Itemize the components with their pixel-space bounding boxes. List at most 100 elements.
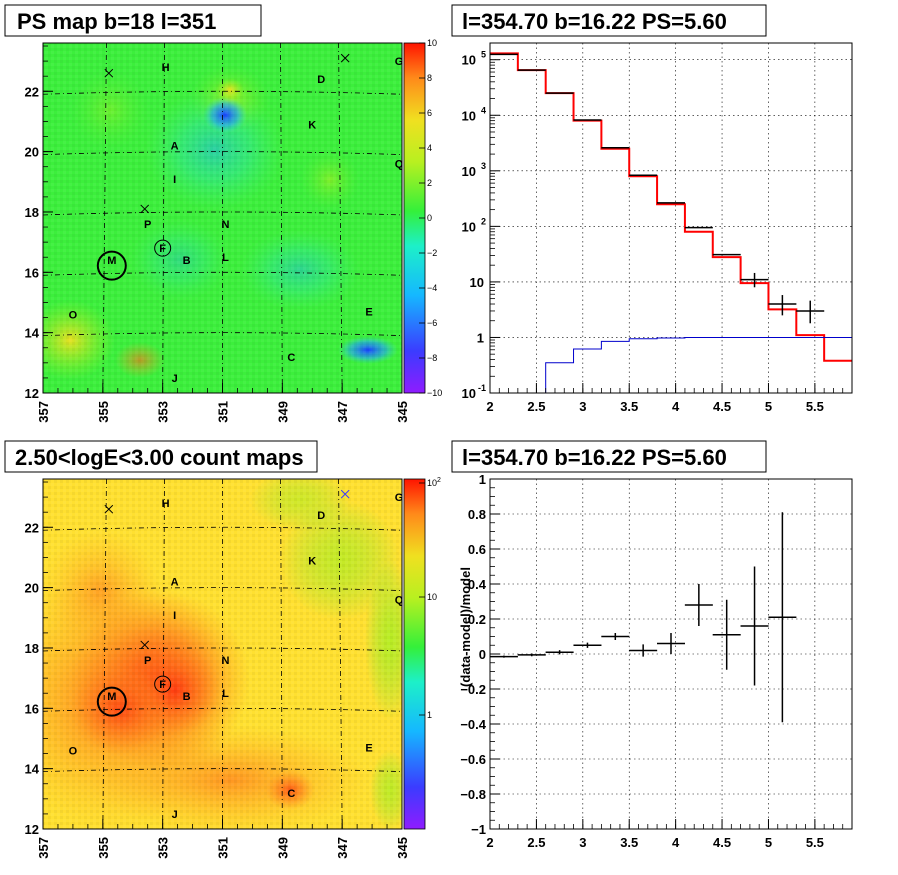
y-tick-label: 10 xyxy=(462,386,476,401)
colorbar-tick-label: −4 xyxy=(427,283,437,293)
colorbar-tick-label: 2 xyxy=(427,178,432,188)
y-tick-label: 14 xyxy=(25,326,40,341)
y-tick-label: 20 xyxy=(25,145,39,160)
residual-series xyxy=(490,512,797,723)
x-tick-label: 357 xyxy=(36,401,51,423)
graticule-line-l xyxy=(338,479,343,829)
x-tick-label: 349 xyxy=(275,401,290,423)
selected-source-circle xyxy=(96,686,127,717)
x-tick-label: 2 xyxy=(486,835,493,850)
source-label-c: C xyxy=(287,352,295,364)
source-label-f: F xyxy=(159,243,166,255)
source-label-k: K xyxy=(308,555,316,567)
source-label-i: I xyxy=(173,174,176,186)
y-tick-label: 22 xyxy=(25,520,39,535)
x-tick-label: 349 xyxy=(275,837,290,859)
source-label-c: C xyxy=(287,788,295,800)
colorbar-tick-label: −2 xyxy=(427,248,437,258)
x-tick-label: 351 xyxy=(216,401,231,423)
x-tick-label: 351 xyxy=(216,837,231,859)
source-circle xyxy=(154,675,172,693)
y-tick-label: 0.2 xyxy=(468,612,486,627)
source-label-g: G xyxy=(395,56,404,68)
colorbar-tick-label: 6 xyxy=(427,108,432,118)
y-tick-label: 0.8 xyxy=(468,507,486,522)
y-tick-label: 18 xyxy=(25,641,39,656)
y-tick-label: 10 xyxy=(462,108,476,123)
x-tick-label: 353 xyxy=(156,837,171,859)
source-label-d: D xyxy=(317,74,325,86)
cross-marker xyxy=(104,504,114,514)
source-label-e: E xyxy=(365,307,372,319)
residual-title: l=354.70 b=16.22 PS=5.60 xyxy=(462,445,727,470)
y-tick-label: 16 xyxy=(25,701,39,716)
source-label-a: A xyxy=(171,577,179,589)
colorbar-tick-label: 10 xyxy=(427,592,437,602)
colorbar-tick-label: −6 xyxy=(427,318,437,328)
x-tick-label: 4 xyxy=(672,835,680,850)
colorbar-tick-label: −8 xyxy=(427,353,437,363)
spectrum-plot-area xyxy=(490,43,852,393)
source-label-a: A xyxy=(171,141,179,153)
count-map-source-markers: A B C D E F G H I J K L M N O P Q xyxy=(69,489,404,821)
selected-source-circle xyxy=(96,250,127,281)
x-tick-label: 345 xyxy=(395,401,410,423)
y-tick-label: −0.2 xyxy=(460,682,486,697)
graticule-line-l xyxy=(280,43,283,393)
y-tick-label: −0.8 xyxy=(460,787,486,802)
graticule-line-l xyxy=(280,479,283,829)
source-label-o: O xyxy=(69,310,78,322)
y-tick-label: 10 xyxy=(462,164,476,179)
ps-map-coordinate-grid xyxy=(43,43,402,393)
colorbar-tick-label: 10 xyxy=(427,38,437,48)
spectrum-title-box xyxy=(451,4,767,37)
y-tick-label: 12 xyxy=(25,386,39,401)
x-tick-label: 3.5 xyxy=(620,399,638,414)
source-label-b: B xyxy=(183,691,191,703)
source-label-m: M xyxy=(107,255,116,267)
graticule-line-l xyxy=(338,43,343,393)
source-label-p: P xyxy=(144,655,151,667)
cross-marker xyxy=(140,204,150,214)
colorbar-tick-label: 102 xyxy=(427,477,441,488)
x-tick-label: 347 xyxy=(335,837,350,859)
x-tick-label: 4.5 xyxy=(713,835,731,850)
count-map-axes: 357 355 353 351 349 347 345 22 20 18 16 14 12 xyxy=(25,481,410,859)
x-tick-label: 4.5 xyxy=(713,399,731,414)
y-tick-label: −0.6 xyxy=(460,752,486,767)
residual-panel: l=354.70 b=16.22 PS=5.60 2 2.5 3 3.5 4 4.5 5 5.… xyxy=(451,440,853,850)
ps-map-title: PS map b=18 l=351 xyxy=(17,9,216,34)
residual-title-box xyxy=(451,440,767,473)
ps-map-axes: 357 355 353 351 349 347 345 22 20 18 16 14 12 xyxy=(25,45,410,423)
spectrum-title: l=354.70 b=16.22 PS=5.60 xyxy=(462,9,727,34)
count-map-image xyxy=(43,479,402,829)
y-tick-label: 10 xyxy=(462,219,476,234)
spectrum-frame xyxy=(489,42,853,394)
colorbar-tick-label: −10 xyxy=(427,388,442,398)
y-tick-label: −1 xyxy=(471,822,486,837)
source-label-q: Q xyxy=(395,595,404,607)
y-tick-label: 22 xyxy=(25,84,39,99)
count-map-title-box xyxy=(4,440,318,473)
cross-marker xyxy=(340,489,350,499)
source-label-l: L xyxy=(222,688,229,700)
source-label-g: G xyxy=(395,492,404,504)
cross-marker xyxy=(104,68,114,78)
source-label-p: P xyxy=(144,219,151,231)
source-label-b: B xyxy=(183,255,191,267)
source-label-h: H xyxy=(162,498,170,510)
x-tick-label: 5.5 xyxy=(806,835,824,850)
y-tick-exponent: -1 xyxy=(478,383,486,393)
x-tick-label: 345 xyxy=(395,837,410,859)
count-map-colorbar: 102 10 1 xyxy=(403,477,441,830)
source-label-n: N xyxy=(222,655,230,667)
y-tick-label: 0.4 xyxy=(468,577,487,592)
y-tick-label: −0.4 xyxy=(460,717,486,732)
y-tick-label: 14 xyxy=(25,762,40,777)
y-tick-label: 12 xyxy=(25,822,39,837)
source-label-h: H xyxy=(162,62,170,74)
spectrum-series xyxy=(490,52,852,393)
y-tick-label: 20 xyxy=(25,581,39,596)
